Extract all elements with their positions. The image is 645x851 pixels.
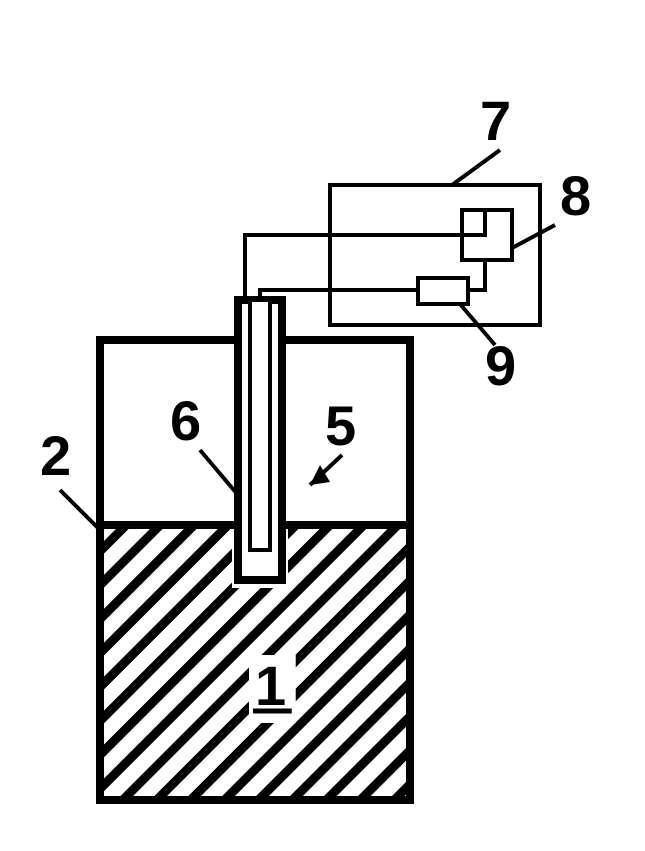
label-6: 6 xyxy=(170,389,201,452)
probe-inner xyxy=(250,300,270,550)
leader-7 xyxy=(452,150,500,185)
schematic-diagram: 1 2 5 6 7 8 9 xyxy=(0,0,645,851)
component-9 xyxy=(418,278,468,304)
label-1: 1 xyxy=(255,654,286,717)
leader-2 xyxy=(60,490,100,530)
label-2: 2 xyxy=(40,424,71,487)
label-8: 8 xyxy=(560,164,591,227)
label-9: 9 xyxy=(485,334,516,397)
label-5: 5 xyxy=(325,394,356,457)
label-7: 7 xyxy=(480,89,511,152)
